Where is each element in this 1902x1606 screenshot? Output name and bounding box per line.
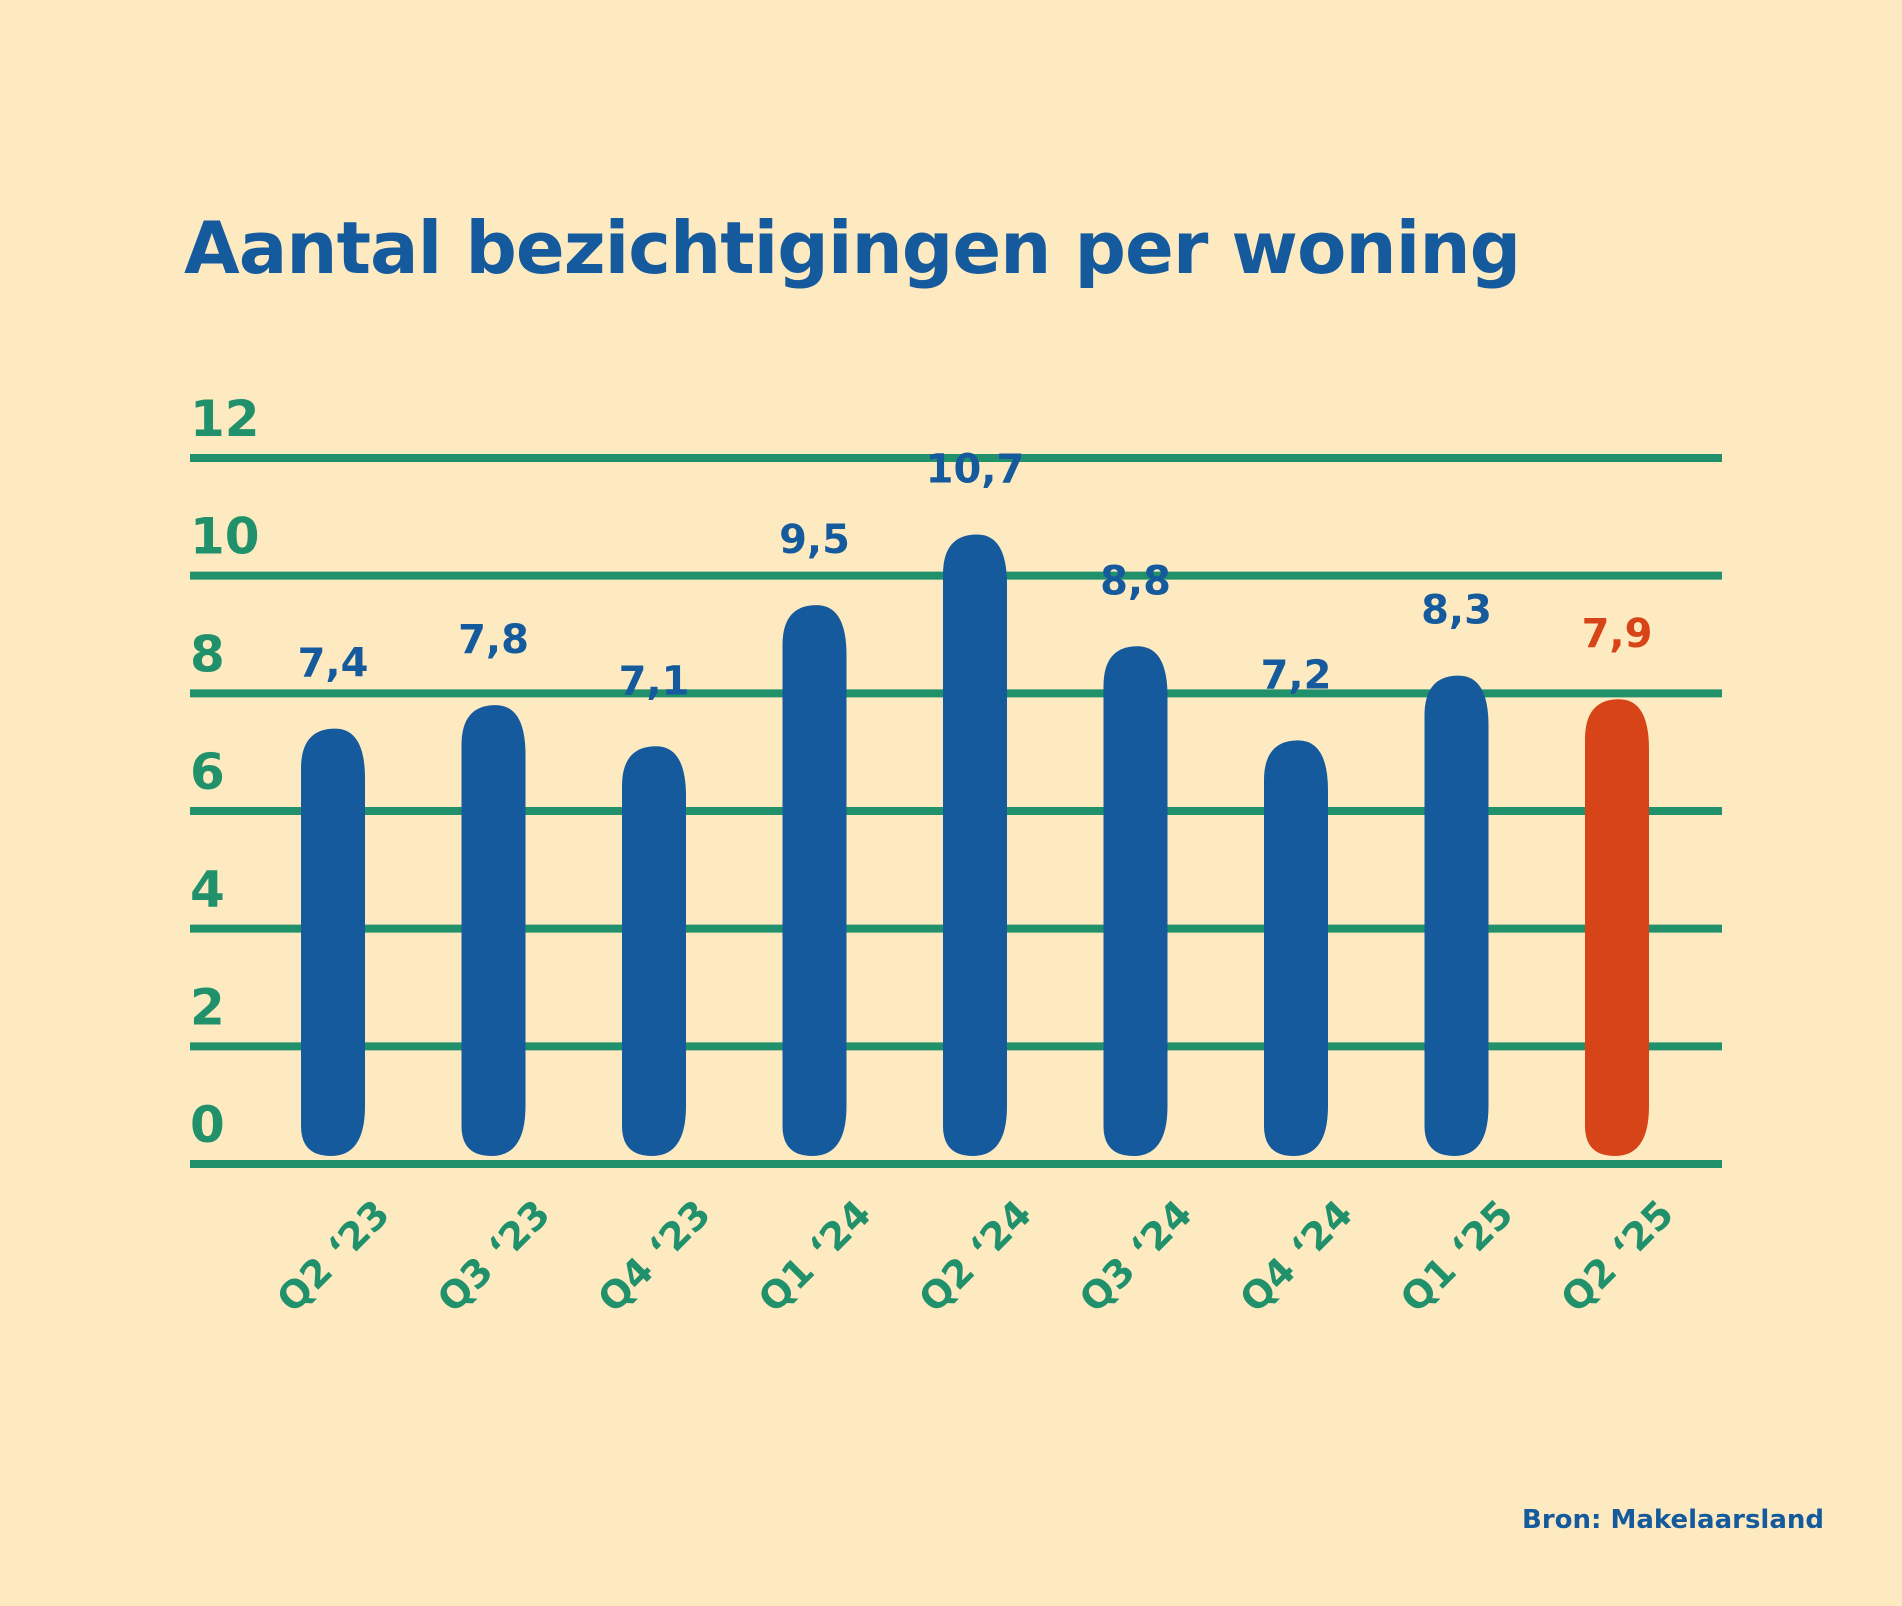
data-label: 7,2	[1261, 652, 1332, 698]
bar	[1103, 646, 1168, 1156]
data-label: 9,5	[779, 517, 850, 563]
data-label: 8,8	[1100, 558, 1171, 604]
x-tick-label: Q2 ‘24	[910, 1191, 1040, 1321]
y-tick-label: 12	[190, 390, 260, 448]
x-tick-label: Q2 ‘23	[268, 1191, 398, 1321]
bar	[622, 746, 686, 1156]
y-tick-label: 2	[190, 978, 225, 1036]
x-tick-label: Q4 ‘24	[1231, 1191, 1361, 1321]
data-label: 7,9	[1582, 611, 1653, 657]
bars	[301, 534, 1649, 1156]
y-tick-label: 6	[190, 743, 225, 801]
bar	[1264, 740, 1328, 1156]
data-label: 8,3	[1421, 588, 1492, 634]
y-tick-label: 0	[190, 1096, 225, 1154]
bar	[943, 534, 1007, 1156]
bar	[1585, 699, 1649, 1156]
x-tick-label: Q2 ‘25	[1552, 1191, 1682, 1321]
x-axis-ticks: Q2 ‘23 Q3 ‘23 Q4 ‘23 Q1 ‘24 Q2 ‘24 Q3 ‘24 Q4 ‘…	[268, 1191, 1682, 1321]
x-tick-label: Q4 ‘23	[589, 1191, 719, 1321]
value-labels: 7,4 7,8 7,1 9,5 10,7 8,8 7,2 8,3 7,9	[298, 446, 1653, 704]
bar	[461, 705, 526, 1156]
data-label: 7,1	[619, 658, 690, 704]
y-tick-label: 10	[190, 508, 260, 566]
y-tick-label: 4	[190, 861, 225, 919]
y-axis-ticks: 0 2 4 6 8 10 12	[190, 390, 260, 1154]
x-tick-label: Q1 ‘24	[750, 1191, 880, 1321]
x-tick-label: Q1 ‘25	[1392, 1191, 1522, 1321]
x-tick-label: Q3 ‘23	[429, 1191, 559, 1321]
bar	[301, 728, 365, 1156]
y-tick-label: 8	[190, 625, 225, 683]
bar	[1424, 675, 1489, 1156]
data-label: 10,7	[926, 446, 1025, 492]
data-label: 7,8	[458, 617, 529, 663]
data-label: 7,4	[298, 641, 369, 687]
chart-title: Aantal bezichtigingen per woning	[184, 206, 1521, 290]
source-note: Bron: Makelaarsland	[1522, 1505, 1824, 1535]
bar	[782, 605, 847, 1156]
x-tick-label: Q3 ‘24	[1071, 1191, 1201, 1321]
